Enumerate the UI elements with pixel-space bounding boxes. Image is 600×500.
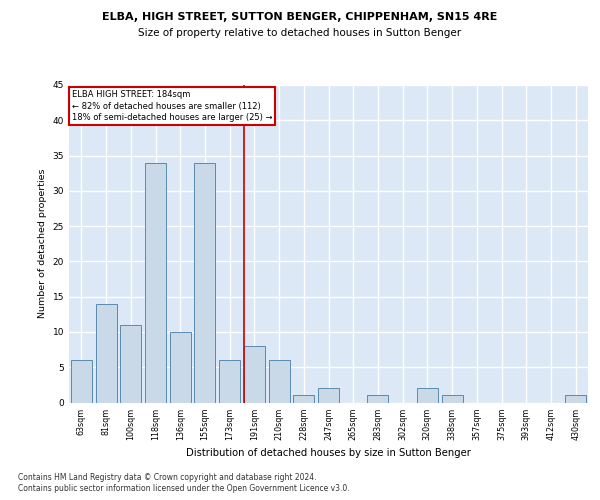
Bar	[95, 304, 116, 402]
Text: Contains HM Land Registry data © Crown copyright and database right 2024.: Contains HM Land Registry data © Crown c…	[18, 472, 317, 482]
Bar	[219, 360, 240, 403]
Bar	[293, 396, 314, 402]
Text: ELBA HIGH STREET: 184sqm
← 82% of detached houses are smaller (112)
18% of semi-: ELBA HIGH STREET: 184sqm ← 82% of detach…	[71, 90, 272, 122]
Bar	[71, 360, 92, 403]
Bar	[145, 162, 166, 402]
Text: Contains public sector information licensed under the Open Government Licence v3: Contains public sector information licen…	[18, 484, 350, 493]
Bar	[318, 388, 339, 402]
Y-axis label: Number of detached properties: Number of detached properties	[38, 169, 47, 318]
Text: ELBA, HIGH STREET, SUTTON BENGER, CHIPPENHAM, SN15 4RE: ELBA, HIGH STREET, SUTTON BENGER, CHIPPE…	[103, 12, 497, 22]
Bar	[417, 388, 438, 402]
Bar	[194, 162, 215, 402]
Text: Size of property relative to detached houses in Sutton Benger: Size of property relative to detached ho…	[139, 28, 461, 38]
Bar	[120, 325, 141, 402]
Bar	[565, 396, 586, 402]
Bar	[367, 396, 388, 402]
Bar	[170, 332, 191, 402]
X-axis label: Distribution of detached houses by size in Sutton Benger: Distribution of detached houses by size …	[186, 448, 471, 458]
Bar	[244, 346, 265, 403]
Bar	[269, 360, 290, 403]
Bar	[442, 396, 463, 402]
